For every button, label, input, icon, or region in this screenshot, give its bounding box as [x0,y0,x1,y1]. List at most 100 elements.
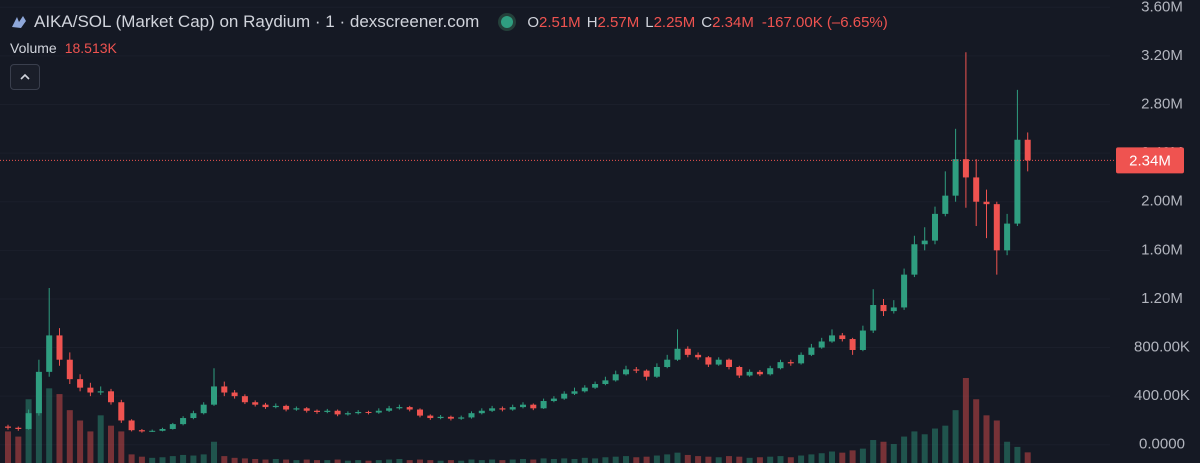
volume-bar [66,410,73,463]
volume-value: 18.513K [64,40,117,56]
volume-bar [540,458,547,463]
candle-body [962,159,969,178]
candle-body [283,405,290,410]
volume-bar [221,456,228,463]
candle-body [489,408,496,411]
volume-bar [149,457,156,463]
volume-bar [571,458,578,463]
candle-body [303,408,310,411]
legend-value: 2.25M [653,13,696,31]
candle-body [128,420,135,431]
logo-icon [12,16,26,28]
candle-body [447,416,454,419]
candle-body [684,348,691,355]
y-tick-label: 400.00K [1134,387,1190,404]
volume-bar [87,431,94,463]
volume-bar [952,410,959,463]
candle-body [118,402,125,421]
candle-body [211,386,217,405]
volume-bar [252,458,259,463]
volume-bar [787,457,794,463]
candle-body [437,416,444,419]
volume-bar [447,460,454,463]
volume-bar [530,459,537,463]
volume-bar [211,441,217,463]
volume-bar [97,415,104,463]
candle-body [386,408,393,411]
status-dot [501,16,514,28]
volume-bar [314,460,320,463]
volume-bar [159,457,166,463]
candle-body [653,366,660,377]
volume-bar [983,415,990,463]
candle-body [561,393,568,399]
volume-bar [695,456,702,463]
candle-body [509,407,516,410]
volume-bar [839,452,846,463]
volume-bar [118,431,125,463]
volume-legend: Volume 18.513K [10,40,117,56]
volume-bar [561,458,568,463]
volume-bar [664,454,671,463]
volume-bar [911,431,918,463]
volume-bar [633,457,640,463]
y-tick-label: 0.0000 [1139,436,1185,453]
volume-bar [674,452,681,463]
volume-bar [870,440,877,463]
candle-body [602,380,609,385]
volume-bar [334,459,341,463]
candle-body [859,330,866,350]
volume-bar [396,458,403,463]
candle-body [643,370,650,377]
candle-body [478,410,485,414]
volume-bar [550,458,557,463]
candle-body [344,413,351,415]
candle-body [715,359,722,365]
volume-bar [190,455,197,463]
collapse-button[interactable] [10,64,40,90]
volume-bar [777,456,784,463]
volume-bar [602,457,609,463]
volume-bar [272,458,279,463]
candle-body [880,305,887,312]
candle-body [417,409,423,416]
volume-bar [46,388,53,463]
price-change: -167.00K (–6.65%) [761,13,888,31]
volume-bar [962,378,969,463]
candle-body [375,410,382,413]
volume-bar [746,457,753,463]
y-tick-label: 2.80M [1141,95,1183,112]
candle-body [520,404,526,408]
volume-bar [355,460,362,463]
volume-bar [509,459,516,463]
candle-body [221,386,228,393]
candle-body [571,391,578,394]
volume-bar [375,460,382,463]
volume-bar [808,454,815,463]
candle-body [901,274,908,308]
volume-bar [108,425,114,463]
volume-bar [756,457,763,463]
legend-item: L2.25M [645,14,695,31]
volume-bar [35,378,42,463]
candle-body [355,411,362,414]
candle-body [87,387,94,393]
candle-body [169,424,176,429]
candle-body [952,159,959,196]
volume-bar [427,460,434,463]
volume-bar [653,455,660,463]
candle-body [623,369,629,375]
volume-bar [499,460,506,463]
volume-bar [829,451,835,463]
volume-bar [932,428,938,463]
candle-body [1014,139,1021,224]
candle-body [241,396,248,403]
candle-body [190,413,197,419]
volume-bar [468,459,475,463]
volume-bar [1024,452,1031,463]
candle-body [767,368,774,375]
candle-body [550,398,557,402]
candle-body [35,371,42,414]
candle-body [777,362,784,369]
y-tick-label: 800.00K [1134,339,1190,356]
